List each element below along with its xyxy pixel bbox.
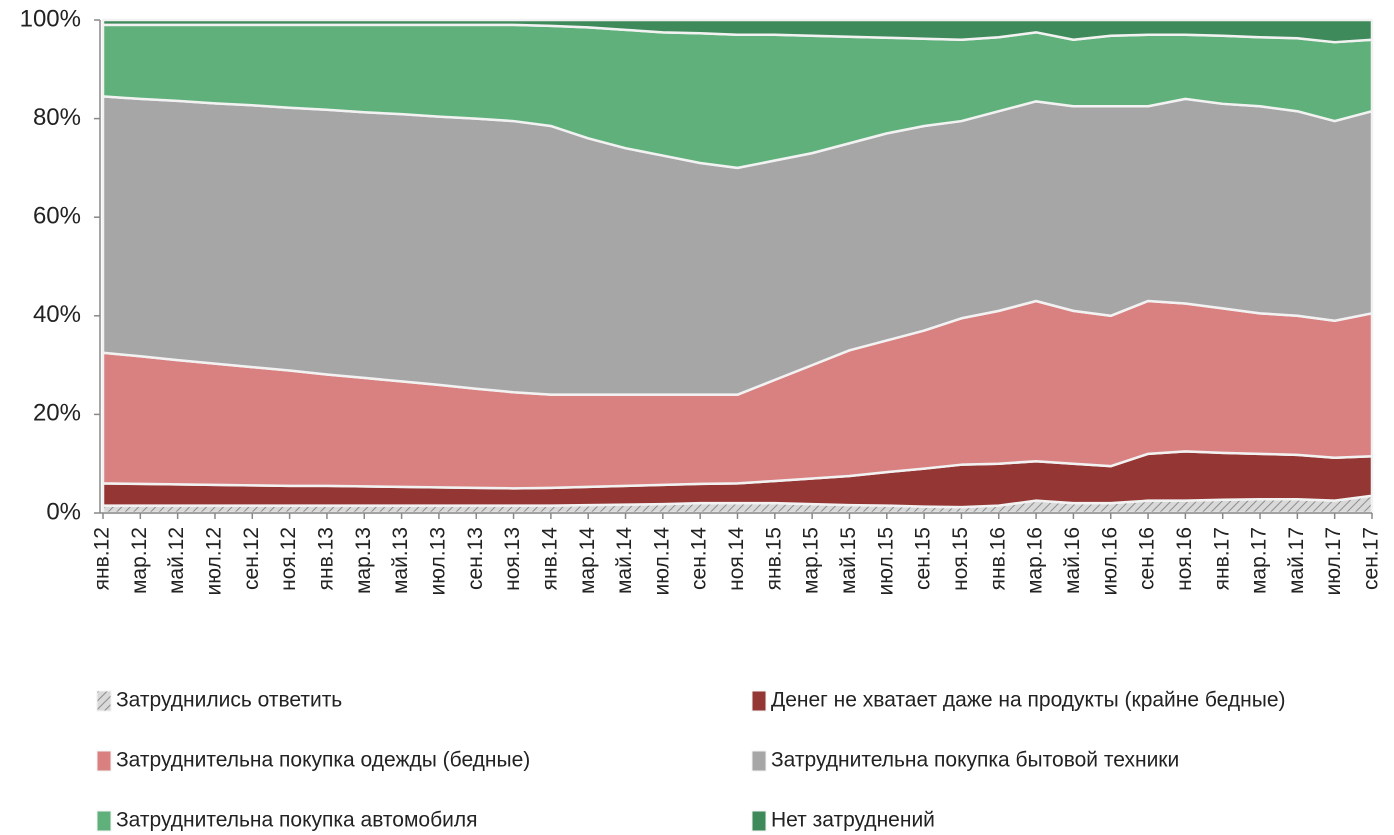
legend-label: Нет затруднений xyxy=(771,809,935,832)
x-tick-label: май.17 xyxy=(1285,527,1308,594)
x-tick-label: май.13 xyxy=(389,527,412,594)
y-tick-label: 0% xyxy=(46,498,81,525)
x-tick-label: ноя.12 xyxy=(277,527,300,591)
legend-label: Затруднились ответить xyxy=(116,689,342,712)
legend-label: Затруднительна покупка автомобиля xyxy=(116,809,477,832)
x-tick-label: июл.12 xyxy=(203,527,226,595)
y-tick-label: 40% xyxy=(33,301,81,328)
x-tick-label: мар.14 xyxy=(576,527,599,594)
legend-swatch xyxy=(96,750,112,772)
x-tick-label: мар.15 xyxy=(800,527,823,594)
x-tick-label: май.16 xyxy=(1061,527,1084,594)
y-tick-label: 80% xyxy=(33,104,81,131)
x-tick-label: июл.16 xyxy=(1098,527,1121,595)
x-tick-label: мар.17 xyxy=(1248,527,1271,594)
x-tick-label: ноя.14 xyxy=(725,527,748,591)
x-tick-label: сен.14 xyxy=(688,527,711,590)
legend-swatch xyxy=(751,750,767,772)
y-tick-label: 100% xyxy=(20,5,81,32)
legend-label: Затруднительна покупка бытовой техники xyxy=(771,749,1179,772)
area xyxy=(101,18,1374,44)
x-tick-label: мар.13 xyxy=(352,527,375,594)
x-tick-label: янв.16 xyxy=(986,527,1009,590)
x-tick-label: май.15 xyxy=(837,527,860,594)
x-tick-label: июл.14 xyxy=(650,527,673,596)
x-tick-label: ноя.13 xyxy=(501,527,524,591)
x-tick-label: июл.15 xyxy=(874,527,897,595)
x-tick-label: сен.13 xyxy=(464,527,487,590)
x-tick-label: янв.13 xyxy=(314,527,337,590)
x-tick-label: мар.12 xyxy=(128,527,151,594)
y-tick-label: 20% xyxy=(33,400,81,427)
x-tick-label: сен.16 xyxy=(1136,527,1159,590)
x-tick-label: янв.15 xyxy=(762,527,785,590)
x-tick-label: ноя.15 xyxy=(949,527,972,591)
legend-label: Денег не хватает даже на продукты (крайн… xyxy=(771,689,1286,712)
x-tick-label: янв.14 xyxy=(538,527,561,591)
legend-swatch xyxy=(96,690,112,712)
x-tick-label: май.12 xyxy=(165,527,188,594)
x-tick-label: янв.12 xyxy=(91,527,114,590)
legend-swatch xyxy=(751,690,767,712)
x-tick-label: сен.15 xyxy=(912,527,935,590)
x-tick-label: янв.17 xyxy=(1210,527,1233,590)
y-tick-label: 60% xyxy=(33,203,81,230)
x-tick-label: май.14 xyxy=(613,527,636,594)
legend-swatch xyxy=(751,810,767,832)
legend-label: Затруднительна покупка одежды (бедные) xyxy=(116,749,530,772)
x-tick-label: сен.12 xyxy=(240,527,263,590)
x-tick-label: ноя.16 xyxy=(1173,527,1196,591)
x-tick-label: мар.16 xyxy=(1024,527,1047,594)
x-tick-label: июл.13 xyxy=(426,527,449,595)
legend-swatch xyxy=(96,810,112,832)
x-tick-label: сен.17 xyxy=(1360,527,1383,590)
x-tick-label: июл.17 xyxy=(1322,527,1345,595)
